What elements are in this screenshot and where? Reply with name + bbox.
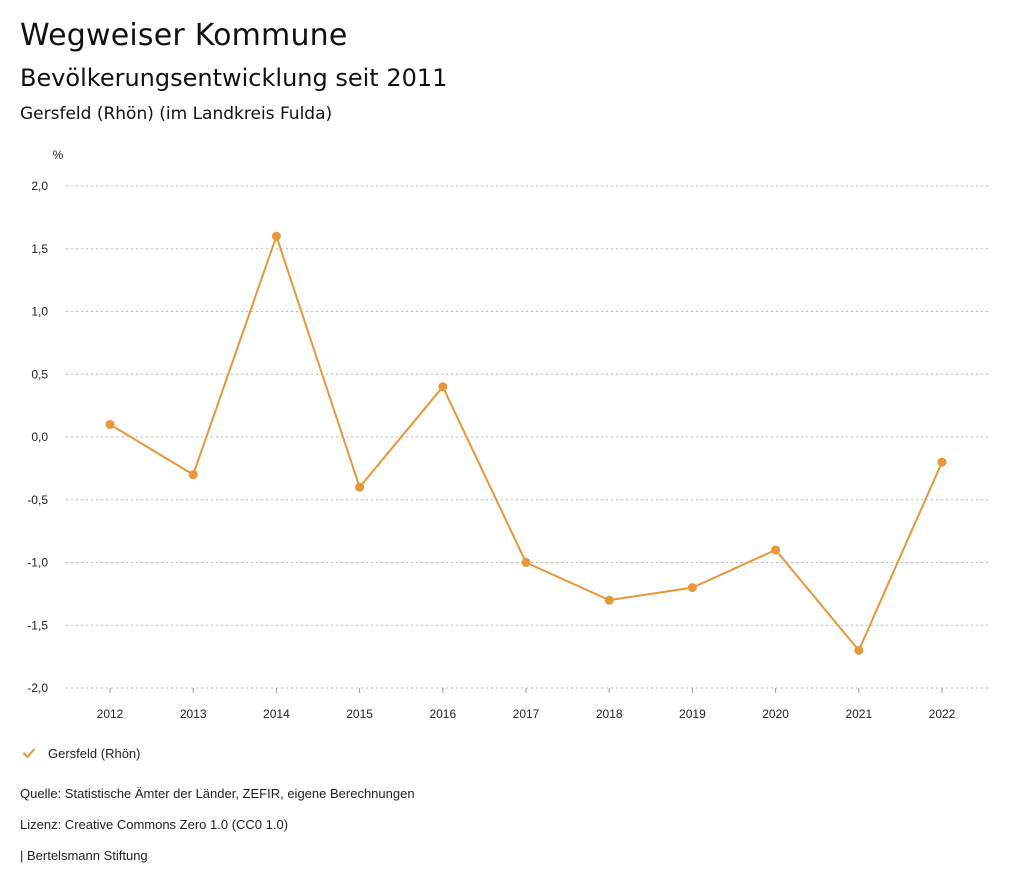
y-tick-label: 0,0 — [31, 430, 48, 444]
data-point — [687, 583, 697, 593]
data-point — [521, 558, 531, 567]
license-note: Lizenz: Creative Commons Zero 1.0 (CC0 1… — [20, 817, 289, 832]
x-tick-label: 2017 — [513, 707, 540, 721]
x-tick-label: 2021 — [845, 707, 872, 721]
chart-subtitle: Bevölkerungsentwicklung seit 2011 — [20, 64, 448, 92]
series-line — [109, 235, 943, 652]
x-tick-label: 2020 — [762, 707, 789, 721]
data-point — [937, 457, 947, 467]
x-tick-label: 2015 — [346, 707, 373, 721]
y-tick-label: -1,0 — [27, 556, 48, 570]
y-tick-label: -0,5 — [27, 493, 48, 507]
x-tick-label: 2018 — [596, 707, 623, 721]
legend-item[interactable]: Gersfeld (Rhön) — [20, 744, 140, 762]
data-point — [771, 545, 781, 555]
x-tick-label: 2022 — [929, 707, 956, 721]
y-tick-label: 2,0 — [31, 179, 48, 193]
source-note: Quelle: Statistische Ämter der Länder, Z… — [20, 786, 415, 801]
y-tick-label: 1,0 — [31, 305, 48, 319]
y-tick-label: -1,5 — [27, 618, 48, 632]
data-point — [355, 482, 365, 492]
data-point — [188, 470, 198, 480]
line-chart: % 2,0 1,5 1,0 0,5 0,0 -0,5 -1,0 -1,5 -2,0 2012 2013… — [27, 148, 990, 721]
x-tick-label: 2012 — [97, 707, 124, 721]
data-point — [854, 645, 864, 655]
y-axis-unit: % — [53, 148, 64, 162]
data-point — [438, 382, 448, 392]
x-tick-label: 2013 — [180, 707, 207, 721]
data-point — [604, 595, 614, 605]
region-label: Gersfeld (Rhön) (im Landkreis Fulda) — [20, 104, 333, 124]
data-point — [271, 231, 281, 241]
legend-label: Gersfeld (Rhön) — [48, 745, 141, 761]
x-tick-label: 2019 — [679, 707, 706, 721]
publisher-note: | Bertelsmann Stiftung — [20, 848, 148, 863]
data-point — [105, 419, 115, 429]
y-tick-label: 1,5 — [31, 242, 48, 256]
x-tick-label: 2014 — [263, 707, 290, 721]
y-tick-label: -2,0 — [27, 681, 48, 695]
page-title: Wegweiser Kommune — [20, 18, 348, 53]
y-tick-label: 0,5 — [31, 367, 48, 381]
check-icon — [23, 748, 35, 758]
x-tick-label: 2016 — [429, 707, 456, 721]
